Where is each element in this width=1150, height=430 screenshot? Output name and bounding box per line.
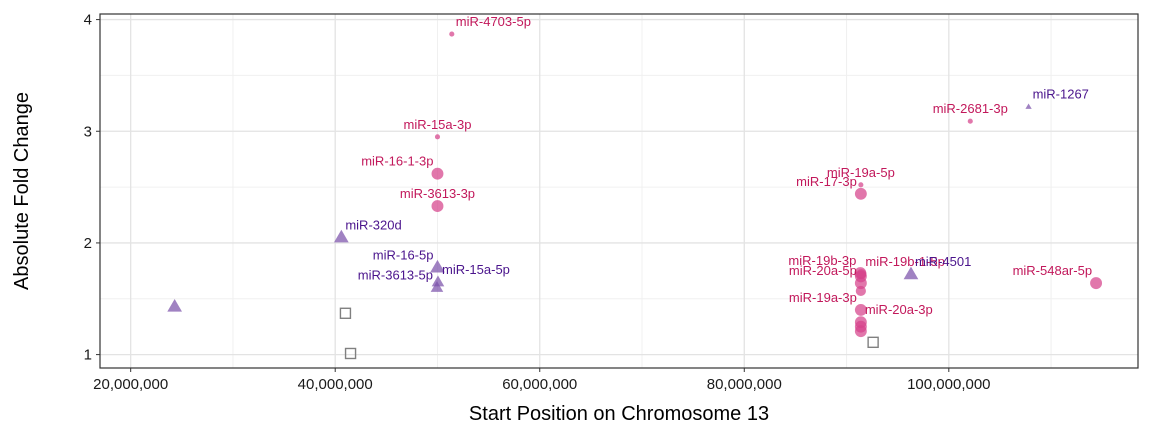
x-tick-label: 80,000,000: [707, 376, 782, 393]
data-label: miR-20a-5p: [789, 263, 857, 278]
data-point-triangle: [167, 299, 183, 312]
y-axis-title: Absolute Fold Change: [11, 92, 33, 290]
data-point-circle: [854, 187, 867, 200]
data-point-triangle: [333, 229, 349, 243]
data-label: miR-19b-3p: [788, 253, 856, 268]
data-point-circle: [854, 277, 867, 290]
data-label: miR-15a-5p: [442, 262, 510, 277]
data-point-triangle: [430, 259, 445, 273]
data-label: miR-19a-3p: [789, 290, 857, 305]
data-point-circle: [854, 325, 867, 338]
data-point-square: [344, 347, 357, 360]
data-point-triangle: [430, 281, 444, 292]
y-tick-label: 1: [84, 347, 92, 364]
data-label: miR-15a-3p: [404, 117, 472, 132]
data-label: miR-3613-3p: [400, 186, 475, 201]
point-labels: miR-320d miR-16-5p miR-15a-5p miR-3613-5p mi…: [345, 14, 1092, 317]
x-axis-title: Start Position on Chromosome 13: [469, 403, 769, 425]
data-point-circle: [858, 182, 864, 188]
data-label: miR-16-1-3p: [361, 154, 433, 169]
data-point-circle: [855, 285, 866, 297]
data-label: miR-1267: [1033, 87, 1089, 102]
data-point-circle: [967, 118, 973, 124]
data-point-triangle: [431, 275, 445, 287]
data-point-circle: [1090, 277, 1103, 290]
data-point-circle: [431, 167, 444, 180]
data-label: miR-4703-5p: [456, 14, 531, 29]
data-point-triangle: [1025, 103, 1032, 109]
y-tick-label: 4: [84, 12, 92, 29]
data-point-square: [339, 307, 352, 319]
y-tick-label: 2: [84, 235, 92, 252]
data-points: [167, 31, 1103, 360]
plot-panel-border: [99, 13, 1139, 369]
data-point-circle: [431, 200, 444, 213]
data-label: miR-19b-1-5p: [865, 254, 944, 269]
data-point-circle: [854, 303, 867, 316]
x-axis-ticks: 20,000,000 40,000,000 60,000,000 80,000,000…: [93, 368, 991, 393]
y-tick-label: 3: [84, 123, 92, 140]
data-point-circle: [449, 31, 455, 37]
grid: [100, 14, 1138, 368]
x-tick-label: 100,000,000: [907, 376, 990, 393]
x-tick-label: 40,000,000: [298, 376, 373, 393]
x-tick-label: 20,000,000: [93, 376, 168, 393]
data-label: miR-320d: [345, 217, 401, 232]
data-label: miR-3613-5p: [358, 268, 433, 283]
data-label: miR-17-3p: [796, 174, 857, 189]
data-label: miR-19a-5p: [827, 165, 895, 180]
data-label: miR-548ar-5p: [1013, 263, 1092, 278]
data-point-circle: [856, 269, 867, 280]
data-point-circle: [434, 134, 441, 140]
data-label: miR-16-5p: [373, 247, 434, 262]
y-axis-ticks: 1 2 3 4: [84, 12, 100, 364]
data-point-triangle: [903, 266, 919, 280]
data-label: miR-4501: [915, 254, 971, 269]
data-label: miR-2681-3p: [933, 101, 1008, 116]
data-label: miR-20a-3p: [865, 302, 933, 317]
data-point-square: [867, 336, 879, 349]
x-tick-label: 60,000,000: [502, 376, 577, 393]
